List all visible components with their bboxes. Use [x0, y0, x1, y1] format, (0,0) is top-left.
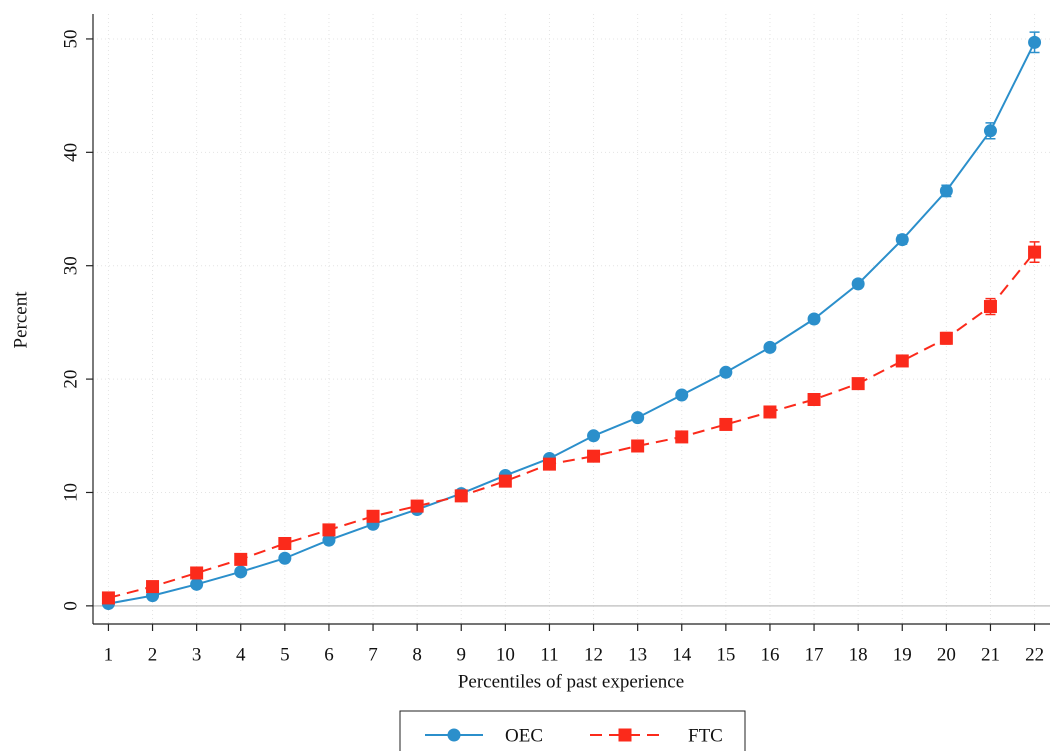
y-axis-title: Percent [10, 291, 31, 349]
legend-marker [447, 728, 461, 742]
marker [719, 365, 733, 379]
marker [234, 552, 248, 566]
x-tick-label: 6 [324, 644, 334, 665]
x-tick-label: 15 [716, 644, 735, 665]
x-tick-label: 16 [760, 644, 779, 665]
x-tick-label: 21 [981, 644, 1000, 665]
marker [631, 439, 645, 453]
marker [851, 277, 865, 291]
marker [807, 312, 821, 326]
marker [454, 489, 468, 503]
y-tick-label: 30 [60, 256, 81, 275]
x-tick-label: 12 [584, 644, 603, 665]
marker [851, 377, 865, 391]
y-tick-label: 40 [60, 143, 81, 162]
marker [675, 430, 689, 444]
y-tick-label: 20 [60, 370, 81, 389]
x-tick-label: 3 [192, 644, 202, 665]
marker [190, 577, 204, 591]
x-tick-label: 8 [412, 644, 422, 665]
x-tick-label: 11 [540, 644, 558, 665]
marker [983, 300, 997, 314]
x-tick-label: 18 [849, 644, 868, 665]
marker [322, 523, 336, 537]
marker [101, 591, 115, 605]
marker [675, 388, 689, 402]
marker [587, 429, 601, 443]
marker [278, 536, 292, 550]
marker [278, 551, 292, 565]
marker [763, 405, 777, 419]
marker [498, 474, 512, 488]
marker [983, 124, 997, 138]
x-tick-label: 7 [368, 644, 378, 665]
x-tick-label: 14 [672, 644, 692, 665]
y-tick-label: 10 [60, 483, 81, 502]
marker [1028, 245, 1042, 259]
series-line [108, 41, 1036, 605]
marker [895, 233, 909, 247]
series [101, 241, 1042, 605]
x-tick-label: 2 [148, 644, 158, 665]
marker [939, 331, 953, 345]
marker [366, 509, 380, 523]
x-tick-label: 20 [937, 644, 956, 665]
marker [895, 354, 909, 368]
x-tick-label: 1 [104, 644, 114, 665]
legend-label: OEC [505, 725, 543, 746]
legend-marker [618, 728, 632, 742]
y-tick-label: 0 [60, 601, 81, 611]
x-tick-label: 10 [496, 644, 515, 665]
legend-label: FTC [688, 725, 723, 746]
marker [322, 533, 336, 547]
marker [146, 580, 160, 594]
x-tick-label: 9 [456, 644, 466, 665]
x-tick-label: 4 [236, 644, 246, 665]
marker [631, 411, 645, 425]
marker [763, 340, 777, 354]
series-line [108, 251, 1036, 599]
marker [587, 449, 601, 463]
legend: OEC FTC [399, 710, 746, 751]
y-tick-label: 50 [60, 29, 81, 48]
marker [939, 184, 953, 198]
marker [719, 417, 733, 431]
x-tick-label: 13 [628, 644, 647, 665]
marker [807, 393, 821, 407]
x-axis-title: Percentiles of past experience [458, 671, 684, 692]
x-tick-label: 5 [280, 644, 290, 665]
marker [1028, 35, 1042, 49]
marker [190, 566, 204, 580]
x-tick-label: 19 [893, 644, 912, 665]
x-tick-label: 17 [805, 644, 824, 665]
marker [234, 565, 248, 579]
marker [542, 457, 556, 471]
marker [410, 499, 424, 513]
x-tick-label: 22 [1025, 644, 1044, 665]
